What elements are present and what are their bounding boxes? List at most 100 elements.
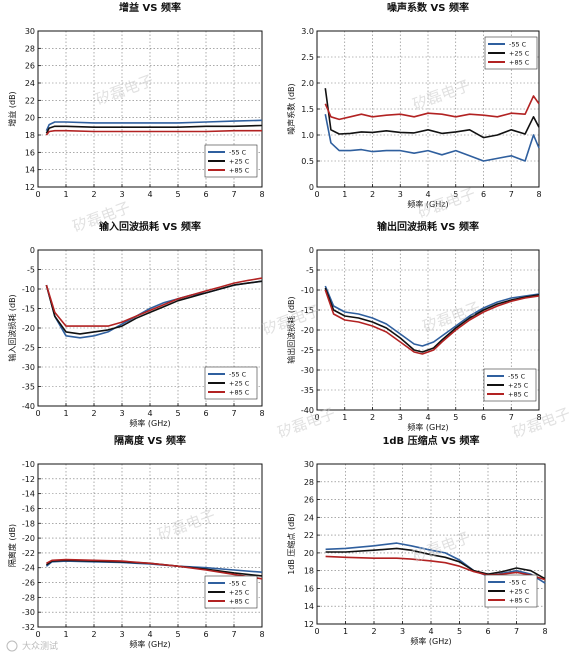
chart-title: 1dB 压缩点 VS 频率 bbox=[382, 434, 479, 447]
y-tick-label: -25 bbox=[22, 344, 35, 353]
y-tick-label: 24 bbox=[25, 79, 35, 88]
y-tick-label: -10 bbox=[22, 460, 35, 469]
legend-label: -55 C bbox=[509, 579, 527, 587]
y-tick-label: -15 bbox=[301, 306, 314, 315]
y-tick-label: 24 bbox=[304, 513, 314, 522]
legend: -55 C+25 C+85 C bbox=[204, 366, 258, 400]
y-tick-label: -28 bbox=[22, 593, 35, 602]
y-axis-label: 1dB 压缩点 (dB) bbox=[286, 513, 296, 575]
x-tick-label: 4 bbox=[425, 190, 430, 199]
camera-icon bbox=[6, 640, 18, 652]
y-tick-label: 2.0 bbox=[301, 79, 314, 88]
y-tick-label: 18 bbox=[304, 567, 314, 576]
y-tick-label: -18 bbox=[22, 519, 35, 528]
y-tick-label: -20 bbox=[22, 534, 35, 543]
x-tick-label: 0 bbox=[314, 190, 319, 199]
legend-label: +25 C bbox=[509, 50, 530, 58]
watermark-text: 矽磊电子 bbox=[93, 71, 156, 108]
x-tick-label: 7 bbox=[509, 190, 514, 199]
legend-label: +85 C bbox=[508, 391, 529, 399]
y-axis-label: 输入回波损耗 (dB) bbox=[7, 294, 17, 361]
series-line-p85 bbox=[45, 129, 262, 136]
y-tick-label: 20 bbox=[25, 114, 35, 123]
legend-label: -55 C bbox=[229, 371, 247, 379]
chart-title: 输入回波损耗 VS 频率 bbox=[99, 220, 201, 233]
y-tick-label: 12 bbox=[304, 620, 314, 629]
x-tick-label: 2 bbox=[91, 630, 96, 639]
series-line-m55 bbox=[325, 542, 546, 584]
chart-panel-3: 0 1 2 3 4 5 6 7 8 -40 -35 -30 -25 -20 -15 -10 -5 0 输入回波损耗 … bbox=[7, 220, 265, 428]
legend: -55 C+25 C+85 C bbox=[484, 36, 538, 70]
x-tick-label: 3 bbox=[398, 413, 403, 422]
x-tick-label: 8 bbox=[259, 630, 264, 639]
y-tick-label: -5 bbox=[27, 266, 35, 275]
y-tick-label: -25 bbox=[301, 346, 314, 355]
chart-title: 增益 VS 频率 bbox=[119, 1, 181, 14]
legend-label: +85 C bbox=[509, 597, 530, 605]
y-tick-label: 22 bbox=[25, 96, 35, 105]
x-tick-label: 7 bbox=[509, 413, 514, 422]
series-line-p25 bbox=[324, 287, 540, 353]
x-tick-label: 1 bbox=[342, 413, 347, 422]
x-tick-label: 7 bbox=[514, 627, 519, 636]
x-tick-label: 6 bbox=[203, 630, 208, 639]
y-tick-label: -30 bbox=[22, 608, 35, 617]
x-tick-label: 6 bbox=[481, 190, 486, 199]
x-tick-label: 5 bbox=[453, 190, 458, 199]
x-tick-label: 7 bbox=[231, 409, 236, 418]
chart-title: 隔离度 VS 频率 bbox=[114, 434, 186, 447]
y-tick-label: 0.5 bbox=[301, 157, 314, 166]
y-tick-label: -10 bbox=[301, 286, 314, 295]
y-tick-label: 0 bbox=[309, 183, 314, 192]
series-line-p85 bbox=[325, 555, 546, 581]
legend: -55 C+25 C+85 C bbox=[204, 575, 258, 609]
footer-credit: 大众测试 bbox=[22, 640, 58, 652]
legend-label: +25 C bbox=[229, 589, 250, 597]
y-tick-label: -10 bbox=[22, 285, 35, 294]
watermark-text: 矽磊电子 bbox=[410, 528, 473, 565]
y-tick-label: 20 bbox=[304, 549, 314, 558]
y-tick-label: -15 bbox=[22, 305, 35, 314]
y-tick-label: 14 bbox=[304, 602, 314, 611]
y-tick-label: 1.5 bbox=[301, 105, 314, 114]
y-tick-label: -40 bbox=[301, 406, 314, 415]
x-tick-label: 4 bbox=[147, 190, 152, 199]
series-line-m55 bbox=[324, 285, 540, 347]
x-tick-label: 0 bbox=[35, 190, 40, 199]
y-tick-label: 28 bbox=[304, 478, 314, 487]
series-line-p85 bbox=[324, 95, 540, 121]
y-tick-label: 1.0 bbox=[301, 131, 314, 140]
x-tick-label: 8 bbox=[536, 190, 541, 199]
x-tick-label: 1 bbox=[63, 409, 68, 418]
x-tick-label: 2 bbox=[370, 413, 375, 422]
x-tick-label: 4 bbox=[147, 630, 152, 639]
x-tick-label: 7 bbox=[231, 630, 236, 639]
series-line-p25 bbox=[324, 88, 540, 139]
series-line-p85 bbox=[324, 289, 540, 355]
x-axis-label: 频率 (GHz) bbox=[129, 639, 170, 649]
x-tick-label: 1 bbox=[342, 190, 347, 199]
x-tick-label: 8 bbox=[536, 413, 541, 422]
legend: -55 C+25 C+85 C bbox=[204, 144, 258, 178]
y-tick-label: -16 bbox=[22, 504, 35, 513]
y-axis-label: 增益 (dB) bbox=[7, 91, 17, 126]
y-axis-label: 输出回波损耗 (dB) bbox=[286, 296, 296, 363]
y-tick-label: -12 bbox=[22, 475, 35, 484]
watermark-text: 矽磊电子 bbox=[410, 76, 473, 113]
x-tick-label: 4 bbox=[147, 409, 152, 418]
y-tick-label: -30 bbox=[301, 366, 314, 375]
legend-label: -55 C bbox=[508, 373, 526, 381]
x-tick-label: 2 bbox=[371, 627, 376, 636]
legend-label: +25 C bbox=[229, 380, 250, 388]
x-tick-label: 7 bbox=[231, 190, 236, 199]
x-axis-label: 频率 (GHz) bbox=[407, 422, 448, 432]
legend-box bbox=[204, 144, 258, 178]
x-tick-label: 1 bbox=[63, 190, 68, 199]
x-tick-label: 1 bbox=[63, 630, 68, 639]
x-tick-label: 6 bbox=[485, 627, 490, 636]
y-tick-label: 30 bbox=[304, 460, 314, 469]
x-tick-label: 8 bbox=[542, 627, 547, 636]
chart-title: 输出回波损耗 VS 频率 bbox=[377, 220, 479, 233]
